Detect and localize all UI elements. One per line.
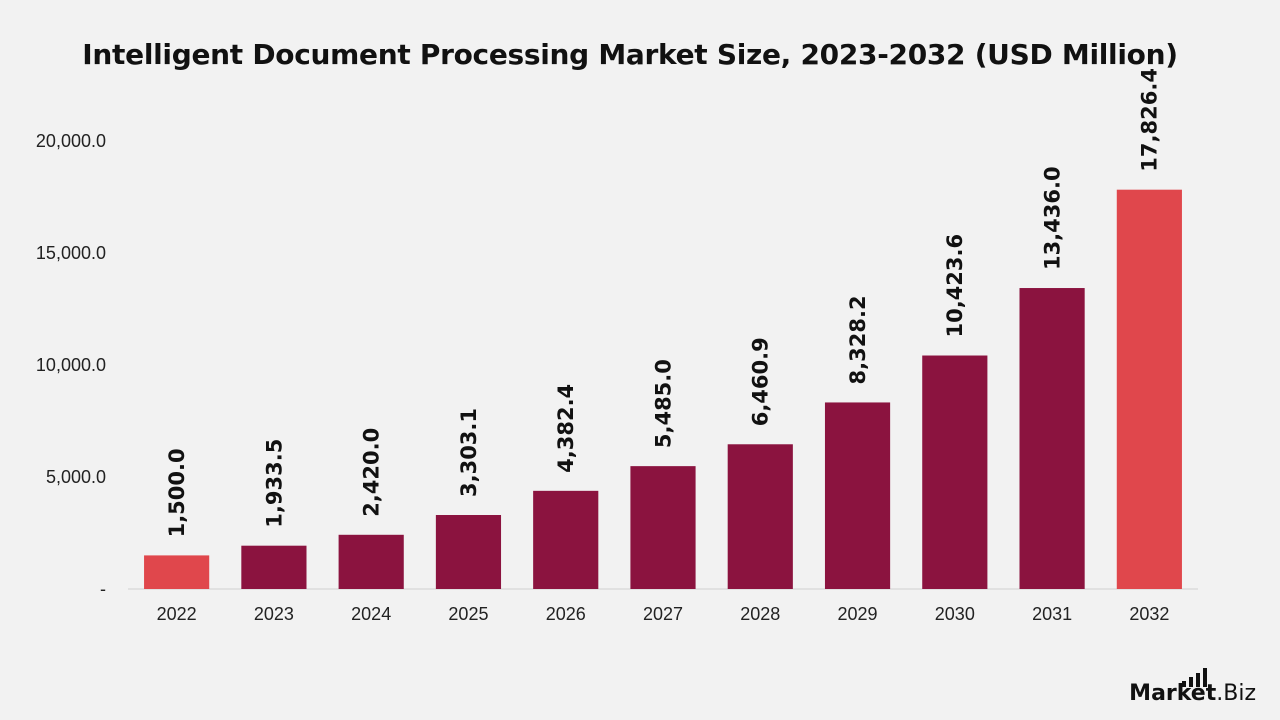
x-tick-label: 2024 <box>351 604 391 624</box>
x-tick-label: 2029 <box>838 604 878 624</box>
x-tick-label: 2022 <box>157 604 197 624</box>
brand-name-part2: .Biz <box>1216 681 1256 706</box>
signal-bars-icon <box>1182 668 1207 687</box>
data-label-2030: 10,423.6 <box>943 234 967 338</box>
bar-2022 <box>144 555 210 589</box>
data-label-2032: 17,826.4 <box>1138 68 1162 172</box>
bar-2031 <box>1019 288 1085 589</box>
bar-2023 <box>241 545 307 589</box>
bar-2032 <box>1116 189 1182 589</box>
data-label-2027: 5,485.0 <box>651 359 675 448</box>
brand-logo: Market.Biz <box>1129 668 1256 706</box>
y-axis: - 5,000.0 10,000.0 15,000.0 20,000.0 <box>36 131 106 599</box>
x-tick-label: 2026 <box>546 604 586 624</box>
bar-2026 <box>533 490 599 589</box>
x-axis: 2022 2023 2024 2025 2026 2027 2028 2029 2030 2031… <box>157 604 1170 624</box>
data-label-2024: 2,420.0 <box>360 428 384 517</box>
data-label-2023: 1,933.5 <box>262 439 286 528</box>
y-tick-label: 20,000.0 <box>36 131 106 151</box>
bar-2027 <box>630 466 696 589</box>
data-labels: 1,500.0 1,933.5 2,420.0 3,303.1 4,382.4 5,485… <box>165 68 1162 537</box>
data-label-2022: 1,500.0 <box>165 448 189 537</box>
y-tick-label: - <box>100 579 106 599</box>
data-label-2028: 6,460.9 <box>749 337 773 426</box>
x-tick-label: 2025 <box>448 604 488 624</box>
data-label-2025: 3,303.1 <box>457 408 481 497</box>
bar-2025 <box>435 515 502 589</box>
x-tick-label: 2028 <box>740 604 780 624</box>
x-tick-label: 2031 <box>1032 604 1072 624</box>
y-tick-label: 15,000.0 <box>36 243 106 263</box>
x-tick-label: 2032 <box>1129 604 1169 624</box>
y-tick-label: 10,000.0 <box>36 355 106 375</box>
brand-name-part1: Market <box>1129 681 1217 706</box>
data-label-2031: 13,436.0 <box>1040 166 1064 270</box>
x-tick-label: 2027 <box>643 604 683 624</box>
bar-2028 <box>727 444 793 589</box>
data-label-2029: 8,328.2 <box>846 295 870 384</box>
bar-2030 <box>922 355 988 589</box>
data-label-2026: 4,382.4 <box>554 384 578 473</box>
bar-2029 <box>824 402 891 589</box>
bars <box>144 189 1182 589</box>
x-tick-label: 2030 <box>935 604 975 624</box>
y-tick-label: 5,000.0 <box>46 467 106 487</box>
chart-title: Intelligent Document Processing Market S… <box>82 38 1178 71</box>
bar-2024 <box>338 534 404 589</box>
x-tick-label: 2023 <box>254 604 294 624</box>
